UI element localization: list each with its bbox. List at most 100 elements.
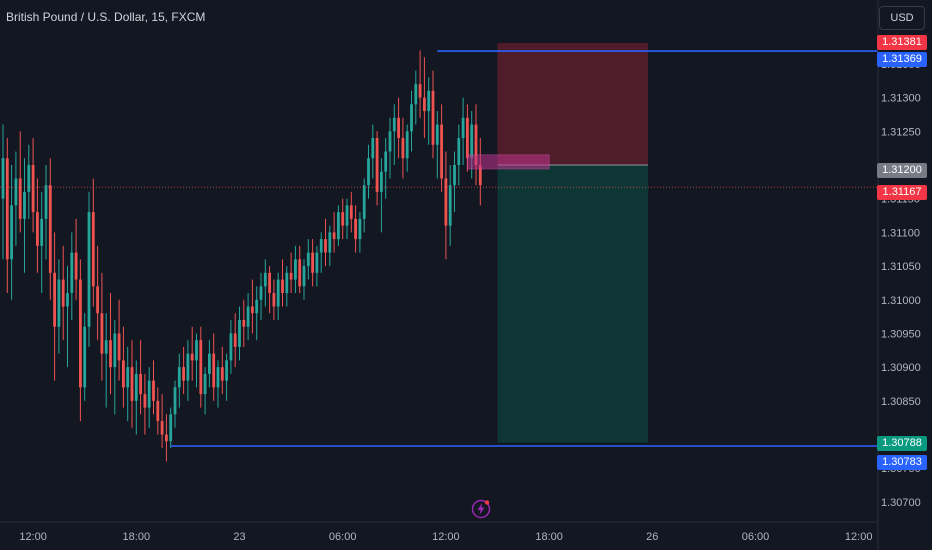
candle-body [229, 333, 233, 361]
candle-body [345, 205, 349, 226]
time-tick-label: 18:00 [535, 531, 563, 543]
candle-body [48, 185, 52, 273]
candle-body [44, 185, 48, 219]
price-tick-label: 1.30950 [881, 328, 921, 340]
reward-zone [497, 164, 648, 443]
candle-body [375, 138, 379, 192]
candle-body [208, 353, 211, 374]
candle-body [466, 117, 469, 159]
candle-body [384, 151, 388, 172]
time-tick-label: 12:00 [845, 531, 873, 543]
candle-body [440, 124, 443, 179]
candle-body [53, 272, 56, 327]
candle-body [285, 272, 289, 294]
candle-body [212, 353, 216, 388]
candle-body [418, 84, 422, 98]
candle-body [134, 373, 138, 401]
candle-body [401, 138, 405, 159]
price-tick-label: 1.30850 [881, 396, 921, 408]
candle-body [251, 306, 254, 314]
candle-body [246, 306, 250, 327]
candle-body [126, 367, 130, 388]
candle-body [27, 164, 31, 192]
candle-body [238, 319, 241, 347]
marker-box [466, 154, 550, 170]
price-tick-label: 1.31000 [881, 295, 921, 307]
price-tick-label: 1.31250 [881, 126, 921, 138]
risk-zone [497, 43, 648, 165]
candle-body [259, 286, 263, 300]
candle-body [315, 252, 319, 273]
candle-body [242, 319, 246, 327]
candle-body [276, 279, 280, 307]
horizontal-lines [0, 50, 878, 447]
candle-body [156, 400, 160, 422]
candle-body [152, 380, 155, 401]
candle-body [392, 117, 396, 132]
candle-body [263, 272, 267, 287]
candle-body [367, 158, 370, 186]
candle-body [40, 218, 44, 246]
candle-body [478, 164, 482, 186]
time-tick-label: 23 [233, 531, 245, 543]
candle-body [83, 326, 87, 388]
candle-body [130, 367, 134, 401]
candle-body [216, 367, 220, 388]
candle-body [10, 205, 13, 260]
lower-line-price-tag: 1.30783 [877, 455, 927, 470]
candle-body [1, 158, 5, 199]
candle-body [444, 178, 448, 226]
candle-body [70, 252, 74, 294]
candle-body [461, 117, 465, 139]
candle-body [14, 178, 18, 206]
candle-body [281, 279, 284, 294]
candles-group [1, 50, 550, 462]
price-tick-label: 1.31050 [881, 261, 921, 273]
candle-body [306, 252, 310, 267]
take-profit-price-tag: 1.30788 [877, 436, 927, 451]
candle-body [100, 313, 104, 354]
candle-body [195, 340, 198, 361]
candle-body [332, 232, 336, 240]
candle-body [349, 205, 353, 219]
time-tick-label: 06:00 [742, 531, 770, 543]
candle-body [57, 279, 61, 327]
candle-body [122, 360, 125, 388]
symbol-title: British Pound / U.S. Dollar, 15, FXCM [6, 10, 206, 24]
candle-body [410, 104, 413, 132]
candle-body [87, 212, 91, 327]
candle-body [427, 90, 431, 112]
candle-body [380, 171, 383, 192]
candle-body [457, 138, 461, 165]
candle-body [173, 387, 177, 415]
candle-body [388, 131, 392, 152]
candle-body [5, 158, 9, 260]
time-axis[interactable]: 12:00 18:00 23 06:00 12:00 18:00 26 06:00 12:00 [19, 531, 872, 543]
time-tick-label: 26 [646, 531, 658, 543]
candle-body [337, 212, 340, 240]
candle-body [220, 367, 224, 381]
candle-body [302, 266, 306, 287]
candle-body [319, 239, 323, 253]
candle-body [289, 272, 293, 280]
candle-body [199, 340, 203, 395]
candle-body [18, 178, 22, 219]
candle-body [169, 414, 173, 442]
candle-body [405, 131, 409, 159]
candle-body [23, 191, 26, 219]
candle-body [117, 333, 121, 361]
candle-body [328, 232, 332, 253]
candle-body [453, 164, 456, 186]
candle-body [414, 84, 418, 105]
time-tick-label: 06:00 [329, 531, 357, 543]
candle-body [36, 212, 39, 246]
upper-line-price-tag: 1.31369 [877, 52, 927, 67]
currency-button[interactable]: USD [879, 6, 925, 30]
lightning-bolt-icon[interactable] [471, 499, 491, 519]
candle-body [104, 340, 108, 354]
time-tick-label: 12:00 [19, 531, 47, 543]
candle-body [448, 185, 452, 226]
candle-body [96, 286, 99, 314]
